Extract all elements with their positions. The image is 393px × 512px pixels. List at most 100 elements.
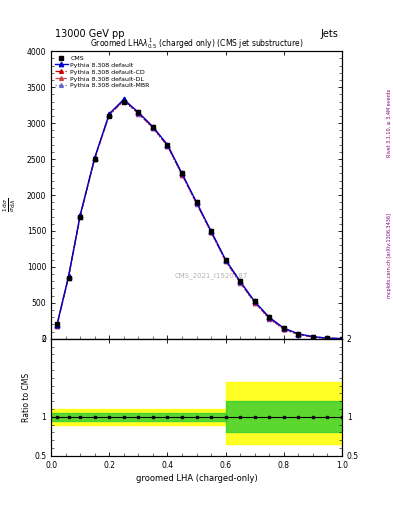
Pythia 8.308 default-MBR bbox=[281, 327, 286, 333]
Pythia 8.308 default bbox=[107, 111, 112, 117]
CMS bbox=[151, 123, 155, 130]
CMS bbox=[194, 199, 199, 205]
Pythia 8.308 default-MBR bbox=[66, 274, 71, 281]
Pythia 8.308 default-CD bbox=[340, 335, 344, 342]
Text: 13000 GeV pp: 13000 GeV pp bbox=[55, 29, 125, 39]
Line: Pythia 8.308 default-CD: Pythia 8.308 default-CD bbox=[55, 98, 344, 341]
CMS bbox=[165, 142, 170, 148]
Pythia 8.308 default-DL bbox=[340, 335, 344, 342]
CMS bbox=[78, 214, 83, 220]
CMS bbox=[136, 109, 141, 115]
Pythia 8.308 default-MBR bbox=[180, 172, 184, 178]
Text: mcplots.cern.ch [arXiv:1306.3436]: mcplots.cern.ch [arXiv:1306.3436] bbox=[387, 214, 391, 298]
Pythia 8.308 default-DL bbox=[281, 326, 286, 332]
Pythia 8.308 default-DL bbox=[252, 300, 257, 306]
Line: CMS: CMS bbox=[55, 99, 344, 341]
Pythia 8.308 default-CD bbox=[296, 331, 301, 337]
Pythia 8.308 default-MBR bbox=[310, 334, 315, 340]
Pythia 8.308 default-CD bbox=[66, 274, 71, 280]
Pythia 8.308 default-MBR bbox=[121, 98, 126, 104]
Pythia 8.308 default-DL bbox=[296, 331, 301, 337]
CMS bbox=[238, 278, 242, 284]
Pythia 8.308 default-DL bbox=[180, 172, 184, 178]
Pythia 8.308 default bbox=[340, 335, 344, 342]
Pythia 8.308 default bbox=[92, 155, 97, 161]
Pythia 8.308 default-CD bbox=[325, 335, 330, 342]
Pythia 8.308 default-MBR bbox=[92, 156, 97, 162]
Pythia 8.308 default-CD bbox=[238, 279, 242, 285]
X-axis label: groomed LHA (charged-only): groomed LHA (charged-only) bbox=[136, 474, 257, 483]
Pythia 8.308 default bbox=[252, 298, 257, 305]
Pythia 8.308 default-DL bbox=[310, 334, 315, 340]
Pythia 8.308 default-DL bbox=[151, 125, 155, 131]
Pythia 8.308 default-DL bbox=[107, 112, 112, 118]
Pythia 8.308 default-CD bbox=[223, 258, 228, 264]
Pythia 8.308 default-CD bbox=[121, 97, 126, 103]
Text: Rivet 3.1.10, ≥ 3.4M events: Rivet 3.1.10, ≥ 3.4M events bbox=[387, 89, 391, 157]
Pythia 8.308 default-CD bbox=[92, 155, 97, 161]
Pythia 8.308 default-DL bbox=[209, 229, 213, 235]
Pythia 8.308 default-CD bbox=[310, 334, 315, 340]
Title: Groomed LHA$\lambda^{1}_{0.5}$ (charged only) (CMS jet substructure): Groomed LHA$\lambda^{1}_{0.5}$ (charged … bbox=[90, 36, 303, 51]
Pythia 8.308 default-MBR bbox=[55, 323, 59, 329]
Pythia 8.308 default-MBR bbox=[165, 143, 170, 149]
CMS bbox=[281, 325, 286, 331]
CMS bbox=[121, 98, 126, 104]
Pythia 8.308 default bbox=[136, 109, 141, 115]
Pythia 8.308 default-MBR bbox=[325, 335, 330, 342]
Pythia 8.308 default-CD bbox=[165, 142, 170, 148]
Line: Pythia 8.308 default: Pythia 8.308 default bbox=[55, 97, 344, 341]
Pythia 8.308 default bbox=[121, 96, 126, 102]
Pythia 8.308 default-CD bbox=[252, 299, 257, 305]
Pythia 8.308 default bbox=[180, 170, 184, 177]
Pythia 8.308 default bbox=[281, 325, 286, 331]
Pythia 8.308 default-MBR bbox=[296, 331, 301, 337]
Pythia 8.308 default-CD bbox=[209, 229, 213, 235]
Pythia 8.308 default-MBR bbox=[238, 280, 242, 286]
Pythia 8.308 default bbox=[66, 273, 71, 280]
Pythia 8.308 default-CD bbox=[267, 315, 272, 321]
CMS bbox=[55, 322, 59, 328]
Pythia 8.308 default bbox=[165, 142, 170, 148]
Pythia 8.308 default-MBR bbox=[340, 335, 344, 342]
Pythia 8.308 default-MBR bbox=[78, 214, 83, 220]
Pythia 8.308 default-CD bbox=[281, 326, 286, 332]
CMS bbox=[340, 335, 344, 342]
CMS bbox=[325, 335, 330, 341]
Pythia 8.308 default bbox=[223, 257, 228, 263]
Pythia 8.308 default-DL bbox=[78, 213, 83, 219]
Pythia 8.308 default-DL bbox=[267, 315, 272, 322]
Text: $\frac{1}{\sigma}\frac{\mathrm{d}\sigma}{\mathrm{d}\lambda}$: $\frac{1}{\sigma}\frac{\mathrm{d}\sigma}… bbox=[2, 198, 18, 212]
Pythia 8.308 default bbox=[194, 199, 199, 205]
Text: CMS_2021_I1920187: CMS_2021_I1920187 bbox=[174, 272, 248, 279]
Pythia 8.308 default-CD bbox=[180, 171, 184, 177]
Pythia 8.308 default-MBR bbox=[223, 258, 228, 264]
Pythia 8.308 default-MBR bbox=[194, 201, 199, 207]
Pythia 8.308 default bbox=[267, 314, 272, 321]
Pythia 8.308 default-CD bbox=[151, 124, 155, 131]
Pythia 8.308 default-CD bbox=[194, 200, 199, 206]
Pythia 8.308 default-DL bbox=[165, 143, 170, 149]
Pythia 8.308 default-DL bbox=[66, 274, 71, 281]
CMS bbox=[209, 228, 213, 234]
Pythia 8.308 default-CD bbox=[107, 112, 112, 118]
CMS bbox=[252, 298, 257, 305]
CMS bbox=[296, 331, 301, 337]
Pythia 8.308 default bbox=[151, 123, 155, 130]
Pythia 8.308 default bbox=[238, 278, 242, 284]
CMS bbox=[180, 170, 184, 177]
Pythia 8.308 default-MBR bbox=[151, 125, 155, 131]
Pythia 8.308 default-MBR bbox=[252, 300, 257, 306]
Pythia 8.308 default-CD bbox=[136, 110, 141, 116]
Pythia 8.308 default bbox=[310, 334, 315, 340]
CMS bbox=[66, 274, 71, 281]
Pythia 8.308 default bbox=[78, 212, 83, 218]
Pythia 8.308 default-MBR bbox=[267, 315, 272, 322]
Line: Pythia 8.308 default-MBR: Pythia 8.308 default-MBR bbox=[55, 99, 344, 341]
Pythia 8.308 default-DL bbox=[223, 258, 228, 264]
Pythia 8.308 default-CD bbox=[78, 213, 83, 219]
Pythia 8.308 default-DL bbox=[121, 97, 126, 103]
Text: Jets: Jets bbox=[320, 29, 338, 39]
Pythia 8.308 default-MBR bbox=[136, 111, 141, 117]
Pythia 8.308 default-DL bbox=[55, 323, 59, 329]
